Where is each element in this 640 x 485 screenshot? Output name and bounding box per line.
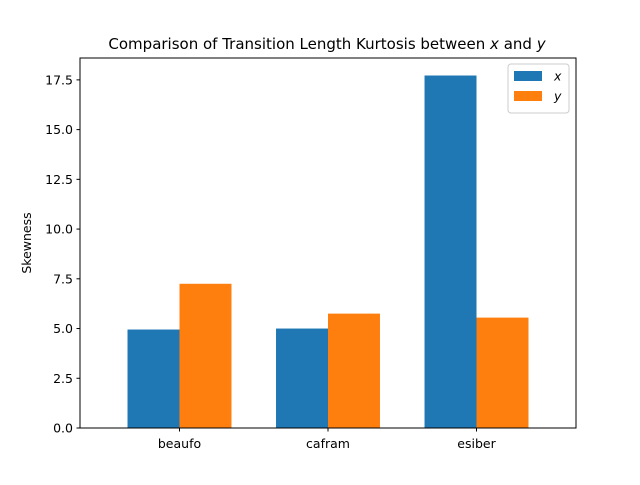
y-tick-label: 17.5: [45, 72, 73, 87]
plot-frame: [79, 57, 577, 429]
legend-swatch-x: [514, 71, 542, 81]
x-ticks-group: beaufo cafram esiber: [158, 428, 497, 451]
y-tick-label: 5.0: [53, 321, 73, 336]
y-tick-label: 7.5: [53, 271, 73, 286]
bars-group: [127, 75, 529, 428]
y-tick-label: 12.5: [45, 172, 73, 187]
y-tick-label: 15.0: [45, 122, 73, 137]
bar-x-cafram: [276, 328, 328, 428]
y-tick-label: 0.0: [53, 421, 73, 436]
legend-swatch-y: [514, 91, 542, 101]
y-axis-label: Skewness: [19, 212, 34, 273]
bar-y-beaufo: [179, 283, 232, 428]
bar-y-esiber: [476, 317, 529, 428]
y-tick-label: 10.0: [45, 222, 73, 237]
legend-label-x: x: [553, 69, 562, 84]
chart-title: Comparison of Transition Length Kurtosis…: [108, 35, 546, 53]
x-tick-label: beaufo: [158, 436, 201, 451]
y-ticks-group: 0.0 2.5 5.0 7.5 10.0 12.5 15.0 17.5: [45, 72, 80, 436]
legend: xy: [507, 63, 570, 114]
bar-x-esiber: [424, 75, 477, 428]
bar-x-beaufo: [127, 329, 180, 428]
x-tick-label: cafram: [306, 436, 350, 451]
legend-label-y: y: [553, 89, 562, 104]
bar-y-cafram: [328, 313, 380, 428]
x-tick-label: esiber: [457, 436, 496, 451]
y-tick-label: 2.5: [53, 371, 73, 386]
